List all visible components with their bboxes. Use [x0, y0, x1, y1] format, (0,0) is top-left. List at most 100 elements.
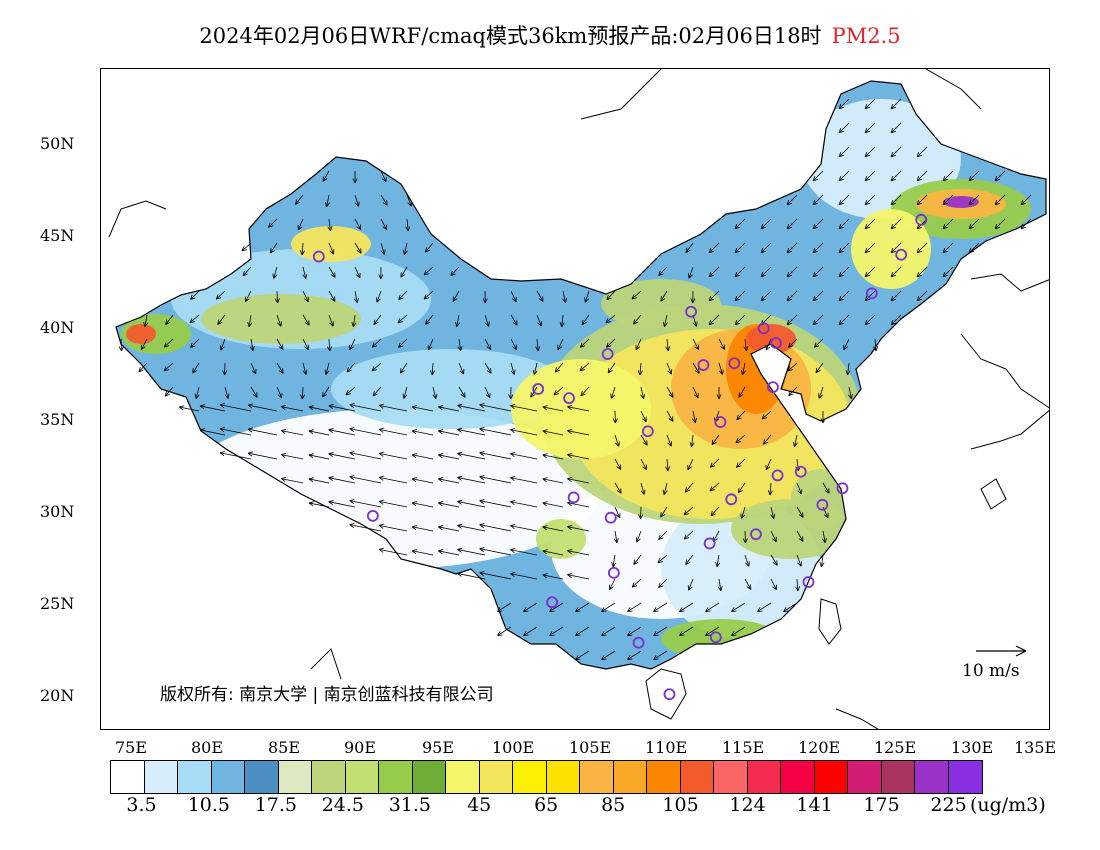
colorbar-cell: [144, 761, 178, 793]
wind-arrow: [581, 314, 590, 326]
wind-arrow: [575, 650, 590, 660]
lon-label-75e: 75E: [115, 738, 148, 757]
wind-arrow: [269, 242, 278, 254]
wind-arrow: [567, 405, 590, 412]
wind-arrow: [398, 338, 408, 348]
colorbar-cell: [211, 761, 245, 793]
wind-arrow: [247, 451, 278, 460]
coastlines: [108, 69, 1049, 729]
wind-arrow: [812, 170, 824, 182]
map-panel[interactable]: [100, 68, 1050, 730]
wind-arrow: [864, 98, 876, 110]
wind-arrow: [245, 290, 252, 302]
wind-arrow: [276, 362, 284, 374]
station-marker: [714, 416, 727, 428]
wind-arrow: [438, 525, 460, 532]
wind-arrow: [510, 475, 538, 484]
station-marker: [563, 392, 575, 405]
wind-arrow: [786, 266, 798, 278]
wind-arrow: [510, 403, 538, 412]
city-stations: [312, 213, 928, 701]
wind-arrow: [627, 650, 642, 660]
pm25-map: [108, 69, 1049, 729]
wind-arrow: [308, 429, 330, 436]
wind-arrow: [510, 362, 516, 375]
wind-arrow: [783, 602, 798, 612]
wind-arrow: [567, 525, 590, 532]
wind-arrow: [457, 475, 486, 484]
wind-arrow: [535, 338, 541, 352]
wind-arrow: [423, 266, 434, 276]
wind-arrow: [217, 314, 226, 325]
wind-arrow: [662, 482, 668, 495]
wind-arrow: [627, 626, 642, 636]
coastline: [310, 648, 342, 680]
station-marker: [771, 469, 784, 482]
colorbar-cell: [848, 761, 882, 793]
colorbar-cell: [915, 761, 949, 793]
station-marker: [312, 250, 325, 263]
wind-arrow: [679, 602, 694, 612]
wind-arrow: [838, 290, 850, 302]
wind-arrow: [411, 501, 434, 508]
wind-arrow: [685, 554, 694, 565]
colorbar-cell: [513, 761, 547, 793]
wind-arrow: [734, 290, 746, 302]
wind-arrow: [640, 482, 646, 495]
wind-arrow: [692, 386, 699, 399]
wind-arrow: [786, 218, 798, 230]
colorbar-label: 225: [930, 794, 967, 816]
wind-arrow: [763, 434, 772, 445]
wind-arrow: [250, 362, 257, 375]
wind-arrow: [429, 362, 436, 376]
station-marker: [836, 482, 849, 495]
wind-arrow: [579, 362, 590, 372]
wind-arrow: [397, 314, 408, 324]
wind-arrow: [308, 477, 330, 484]
wind-arrow: [457, 499, 486, 508]
wind-arrow: [482, 290, 488, 304]
wind-arrow: [738, 386, 746, 398]
wind-arrow: [635, 338, 642, 351]
wind-arrow: [740, 362, 746, 375]
wind-arrow: [411, 549, 434, 556]
wind-arrow: [611, 554, 617, 568]
wind-arrow: [457, 571, 486, 580]
wind-arrow: [607, 362, 616, 374]
wind-arrow: [484, 338, 492, 350]
wind-arrow: [640, 386, 646, 399]
wind-arrow: [890, 122, 902, 134]
wind-arrow: [328, 452, 356, 460]
wind-arrow: [510, 571, 538, 580]
wind-arrow: [432, 386, 438, 399]
wind-arrow: [353, 290, 359, 304]
wind-arrow: [458, 386, 466, 398]
coastline: [970, 273, 1049, 292]
wind-arrow: [632, 314, 642, 325]
wind-arrow: [326, 338, 333, 352]
wind-arrow: [411, 525, 434, 532]
colorbar-cell: [312, 761, 346, 793]
wind-arrow: [770, 554, 778, 566]
wind-arrow: [190, 338, 200, 348]
wind-arrow: [662, 314, 668, 327]
wind-arrow: [380, 242, 386, 255]
wind-arrow: [163, 362, 174, 372]
wind-arrow: [542, 501, 564, 508]
wind-arrow: [457, 547, 486, 556]
wind-arrow: [302, 338, 309, 351]
wind-arrow: [411, 429, 434, 436]
wind-arrow: [450, 266, 460, 277]
wind-arrow: [371, 338, 382, 348]
wind-arrow: [567, 453, 590, 460]
wind-arrow: [613, 530, 619, 544]
wind-arrow: [532, 362, 538, 375]
wind-arrow: [427, 338, 434, 351]
wind-arrow: [1020, 194, 1032, 206]
wind-arrow: [328, 314, 335, 327]
wind-arrow: [685, 242, 694, 254]
wind-arrow: [792, 434, 798, 447]
wind-arrow: [812, 242, 824, 254]
wind-arrow: [708, 290, 720, 302]
wind-arrow: [968, 242, 980, 254]
